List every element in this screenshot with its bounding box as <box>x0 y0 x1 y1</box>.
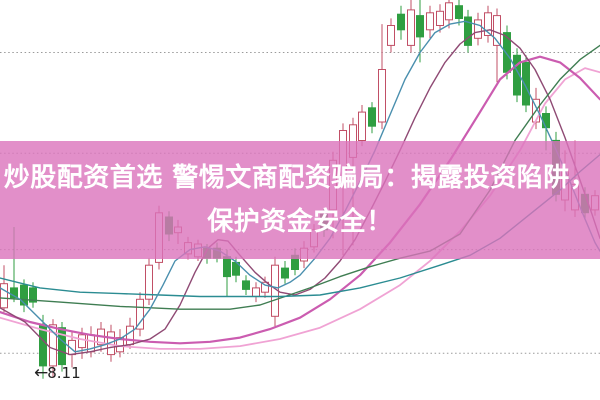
low-price-label: 8.11 <box>47 364 81 382</box>
promo-banner: 炒股配资首选 警惕文商配资骗局：揭露投资陷阱， 保护资金安全！ <box>0 141 600 259</box>
banner-text-line2: 保护资金安全！ <box>207 207 393 237</box>
banner-text-line1: 炒股配资首选 警惕文商配资骗局：揭露投资陷阱， <box>3 163 597 193</box>
price-low-annotation: ← 8.11 <box>34 364 81 382</box>
arrow-left-icon: ← <box>34 363 48 383</box>
